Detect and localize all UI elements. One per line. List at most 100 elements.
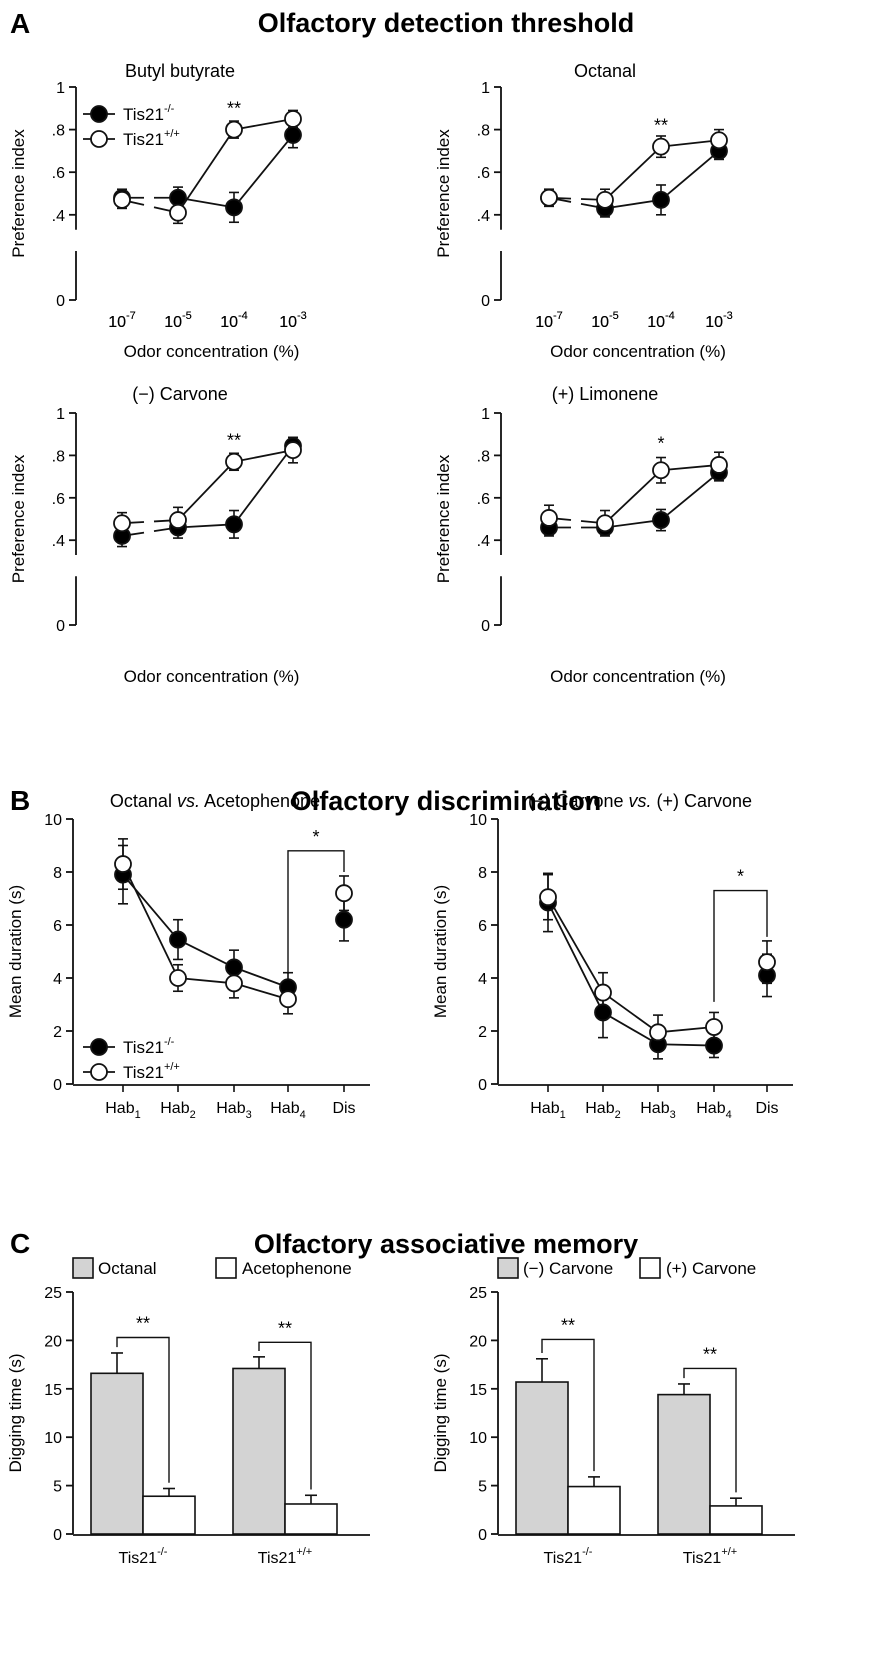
b1-series-1-point-3 [279,990,297,1009]
a4-x-axis-label: Odor concentration (%) [550,667,726,686]
a1-series-0-point-1 [169,188,187,207]
b1-series-1-point-4 [335,884,353,903]
c1-legend-label-1: Acetophenone [242,1259,352,1278]
chart-octanal-vs-acetophenone: 0 2 4 6 8 10 Mean duration (s) Octanal vs. Acet… [6,791,370,1121]
a1-x-tick-label-3: 10-3 [279,310,307,331]
a4-x-tick-label-3-sup: -3 [723,310,733,322]
c2-legend-label-1: (+) Carvone [666,1259,756,1278]
a2-x-tick-label-1-main: 10 [591,314,609,331]
a3-x-tick-label-3-main: 10 [279,314,297,331]
a1-y-tick-label-3: .6 [52,165,65,182]
b1-legend-sup-1: +/+ [164,1061,180,1073]
b1-y-tick-label-4: 8 [53,865,62,882]
a3-y-tick-label-5: 1 [56,406,65,423]
a3-x-tick-label-1-sup: -5 [182,310,192,322]
b1-title-part-1: Octanal [110,791,177,811]
a1-series-0-point-2 [225,198,243,217]
b1-x-tick-label-2-main: Hab [216,1100,245,1117]
a2-y-tick-label-4: .8 [477,123,490,140]
b2-x-tick-label-3-sub: 4 [726,1109,732,1121]
c1-bar-0-1 [142,1495,196,1535]
a4-series-1-point-2 [652,461,670,480]
a3-x-axis-label: Odor concentration (%) [124,667,300,686]
a4-title: (+) Limonene [552,384,659,404]
b2-x-tick-label-2: Hab3 [640,1100,675,1121]
b1-series-1-line-0 [122,863,179,979]
c2-y-tick-label-4: 20 [469,1333,487,1350]
a4-significance-0: * [657,434,664,454]
a1-series-0-point-3 [284,126,302,144]
a2-series-1-point-0 [540,188,558,207]
b1-x-tick-label-3: Hab4 [270,1100,305,1121]
c1-y-tick-label-0: 0 [53,1527,62,1544]
a2-series-0-line-2 [604,199,662,210]
a4-y-tick-label-3: .6 [477,491,490,508]
b2-x-tick-label-1-sub: 2 [615,1109,621,1121]
a1-series-1-point-2 [225,120,243,139]
a3-y-tick-label-2: .4 [52,533,65,550]
a2-series-1-line-2 [604,145,662,201]
section-title-discrimination: Olfactory discrimination [291,786,602,816]
b2-series-1-point-0 [539,888,557,907]
b1-legend-sup-0: -/- [164,1036,175,1048]
c1-y-tick-label-5: 25 [44,1285,62,1302]
b1-legend-name-1: Tis21 [123,1063,164,1082]
c1-legend-swatch-0 [72,1257,94,1279]
b1-y-tick-label-2: 4 [53,971,62,988]
a1-title: Butyl butyrate [125,61,235,81]
b1-legend-label-1: Tis21+/+ [123,1061,180,1082]
a1-legend-sup-0: -/- [164,103,175,115]
a4-series-0-point-2 [652,511,670,529]
b1-series-0-point-4 [335,910,353,929]
a1-x-tick-label-0: 10-7 [108,310,136,331]
c2-bracket-0 [541,1338,595,1472]
c1-group-label-1-sup: +/+ [296,1546,312,1558]
c2-bracket-1 [683,1367,737,1493]
c2-bar-0-1 [567,1485,621,1535]
a2-x-tick-label-3-main: 10 [705,314,723,331]
a4-x-tick-label-1: 10-5 [591,310,619,331]
b1-series-1-point-2 [225,974,243,993]
a3-x-tick-label-0-sup: -7 [126,310,136,322]
b2-y-tick-label-4: 8 [478,865,487,882]
b1-bracket [287,850,345,975]
a4-x-tick-label-3: 10-3 [705,310,733,331]
c1-y-tick-label-1: 5 [53,1479,62,1496]
b2-title-part-1: (−) Carvone [528,791,629,811]
a2-x-tick-label-1-sup: -5 [609,310,619,322]
b1-title: Octanal vs. Acetophenone [110,791,320,811]
c2-legend-swatch-0 [497,1257,519,1279]
c2-bracket-label-0: ** [561,1315,575,1335]
a4-series-1-point-3 [710,456,728,474]
a1-y-tick-label-2: .4 [52,208,65,225]
b1-x-tick-label-1: Hab2 [160,1100,195,1121]
b2-series-1-point-3 [705,1018,723,1036]
b2-x-tick-label-2-main: Hab [640,1100,669,1117]
chart-memory-carvone: 0 5 10 15 20 25 Digging time (s) (−) Carvone (+)… [431,1257,795,1567]
chart-memory-octanal-acetophenone: 0 5 10 15 20 25 Digging time (s) Octanal Acetoph… [6,1257,370,1567]
b2-y-axis-label: Mean duration (s) [431,885,450,1018]
a1-series-1-point-1 [169,203,187,222]
c2-bracket-label-1: ** [703,1344,717,1364]
c2-bar-1-0 [657,1393,711,1535]
b1-series-1-line-1 [177,977,235,985]
b1-series-0-line-2 [233,966,289,989]
a3-y-axis-label: Preference index [9,454,28,583]
a3-x-tick-label-2-main: 10 [220,314,238,331]
panel-letter-a: A [10,8,30,39]
b2-x-tick-label-2-sub: 3 [670,1109,676,1121]
a1-y-tick-label-5: 1 [56,80,65,97]
b1-series-1-line-2 [233,982,289,1001]
a1-series-1-line-3 [233,118,294,131]
b2-title-part-2: (+) Carvone [652,791,753,811]
b1-y-tick-label-3: 6 [53,918,62,935]
a3-x-tick-label-2-sup: -4 [238,310,248,322]
a2-series-0-line-3 [660,150,720,201]
b2-x-tick-label-0-sub: 1 [560,1109,566,1121]
a4-y-axis-label: Preference index [434,454,453,583]
a3-significance-0: ** [227,431,241,451]
b1-x-tick-label-0-main: Hab [105,1100,134,1117]
b1-series-0-line-1 [177,938,235,969]
